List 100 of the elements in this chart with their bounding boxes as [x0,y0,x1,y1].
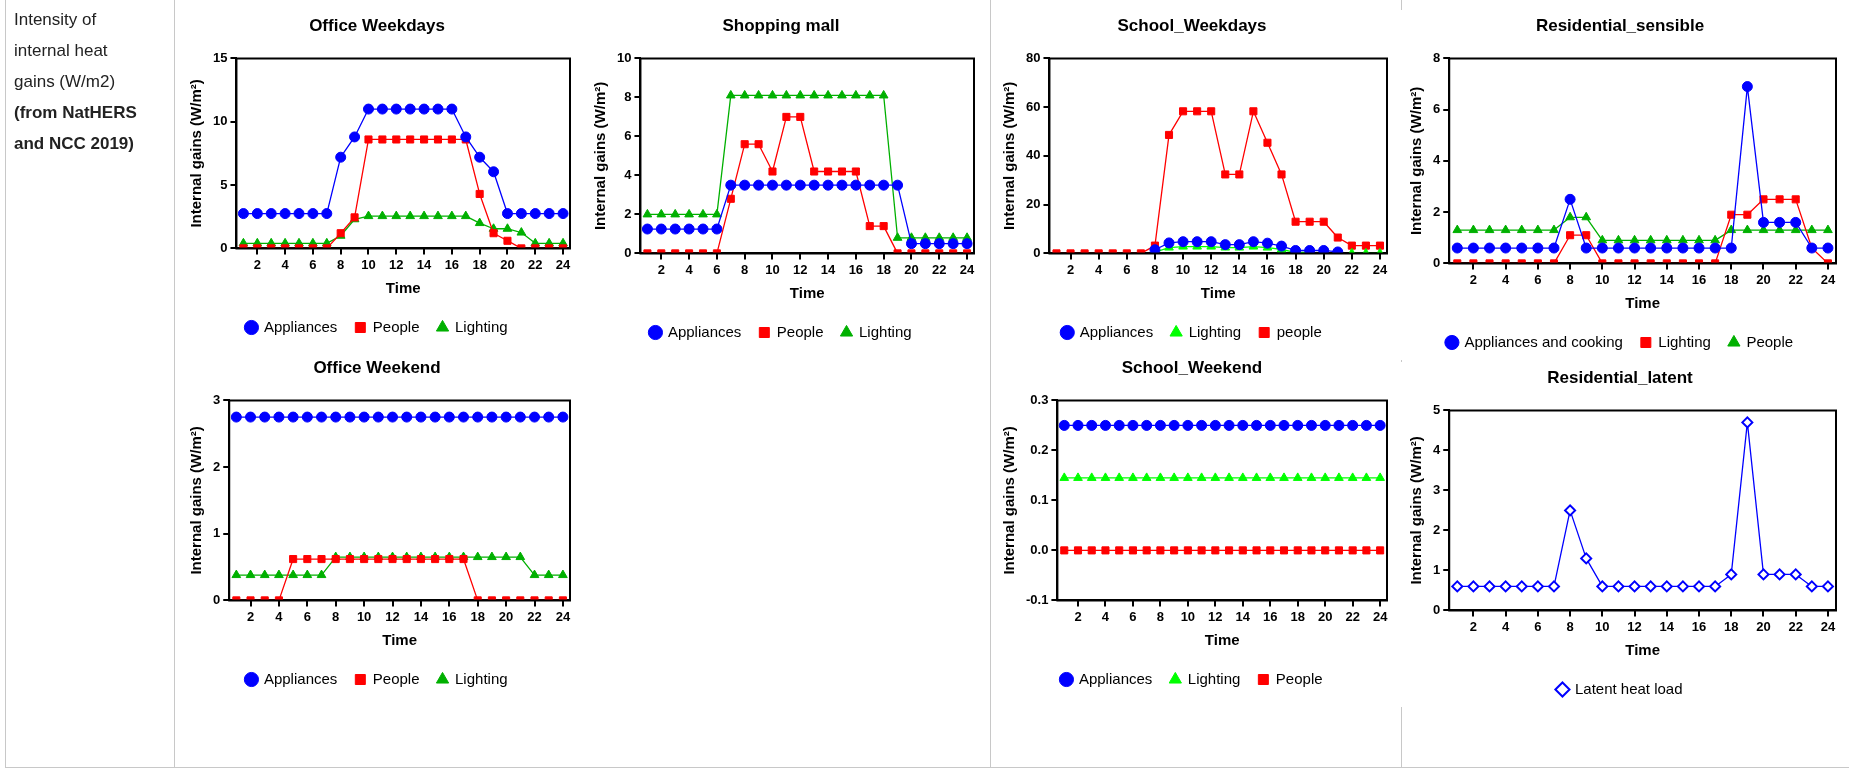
x-tick-label: 18 [1724,618,1739,634]
x-tick-label: 8 [1566,618,1574,634]
x-tick-label: 20 [1756,618,1771,634]
x-tick-label: 14 [416,256,433,272]
x-tick-label: 10 [1595,271,1610,287]
x-tick-label: 20 [498,608,514,624]
x-tick-label: 22 [527,608,542,624]
legend-label: people [1276,322,1322,340]
y-tick-label: 6 [624,127,632,143]
x-tick-label: 2 [1469,618,1478,634]
y-tick-label: 2 [213,458,221,474]
x-tick-label: 10 [765,261,780,277]
legend-label: Appliances [1079,322,1154,340]
x-tick-label: 16 [1260,261,1275,277]
y-tick-label: 4 [624,166,633,182]
x-axis-title: Time [1625,641,1660,659]
legend-label: People [1275,669,1323,687]
y-tick-label: 8 [624,88,632,104]
x-tick-label: 8 [1151,261,1159,277]
x-tick-label: 22 [528,256,543,272]
y-tick-label: 0 [220,239,228,255]
y-tick-label: 5 [220,176,228,192]
legend-label: Lighting [1187,669,1241,687]
x-tick-label: 20 [904,261,919,277]
x-tick-label: 2 [1066,261,1075,277]
y-tick-label: 4 [1433,441,1441,457]
x-tick-label: 16 [444,256,460,272]
x-tick-label: 12 [1208,608,1223,624]
x-tick-label: 12 [1203,261,1219,277]
legend-label: Lighting [859,322,912,340]
y-tick-label: 0 [1033,244,1041,260]
x-tick-label: 24 [555,256,572,272]
x-tick-label: 10 [1175,261,1191,277]
y-tick-label: 15 [212,49,228,65]
x-tick-label: 22 [1788,271,1803,287]
y-tick-label: 5 [1433,401,1441,417]
x-axis-title: Time [1200,284,1236,302]
x-tick-label: 18 [1290,608,1305,624]
chart-title: Shopping mall [722,15,840,35]
x-tick-label: 24 [1372,261,1388,277]
y-tick-label: 1 [1433,561,1441,577]
y-tick-label: 10 [212,113,228,129]
x-tick-label: 8 [332,608,340,624]
x-tick-label: 10 [1180,608,1196,624]
x-tick-label: 16 [442,608,457,624]
x-tick-label: 4 [685,261,694,277]
y-tick-label: 2 [624,205,632,221]
x-tick-label: 24 [1820,271,1836,287]
y-tick-label: 80 [1025,49,1041,65]
y-tick-label: 0.2 [1030,441,1049,457]
x-tick-label: 4 [1095,261,1104,277]
x-tick-label: 22 [1345,608,1360,624]
legend-label: Appliances [263,317,338,335]
y-axis-title: Internal gains (W/m²) [1000,426,1018,575]
x-tick-label: 24 [1372,608,1389,624]
x-axis-title: Time [1204,631,1240,649]
y-tick-label: 0.1 [1030,491,1049,507]
x-axis-title: Time [382,631,417,649]
legend-label: People [372,669,420,687]
legend-label: People [776,322,824,340]
chart-title: Residential_latent [1547,367,1694,387]
x-tick-label: 14 [820,261,837,277]
x-tick-label: 6 [1534,618,1542,634]
x-tick-label: 12 [1627,618,1642,634]
x-tick-label: 4 [1101,608,1110,624]
x-tick-label: 4 [281,256,290,272]
x-tick-label: 24 [555,608,571,624]
x-tick-label: 2 [1469,271,1478,287]
x-tick-label: 6 [303,608,311,624]
y-tick-label: -0.1 [1025,591,1049,607]
x-tick-label: 6 [309,256,317,272]
x-tick-label: 12 [793,261,808,277]
x-tick-label: 4 [275,608,284,624]
x-tick-label: 10 [1595,618,1610,634]
x-tick-label: 8 [1566,271,1574,287]
x-tick-label: 24 [1820,618,1836,634]
x-tick-label: 16 [1691,271,1707,287]
chart-title: School_Weekdays [1117,15,1267,35]
y-axis-title: Internal gains (W/m²) [187,426,205,575]
x-axis-title: Time [385,279,421,297]
x-tick-label: 20 [500,256,515,272]
x-axis-title: Time [1625,294,1660,312]
x-axis-title: Time [789,284,825,302]
x-tick-label: 2 [253,256,261,272]
x-tick-label: 18 [470,608,485,624]
x-tick-label: 10 [356,608,372,624]
y-tick-label: 3 [1433,481,1441,497]
x-tick-label: 18 [1724,271,1739,287]
y-tick-label: 0 [624,244,632,260]
legend-label: People [1746,332,1794,350]
x-tick-label: 24 [959,261,976,277]
x-tick-label: 2 [657,261,665,277]
x-tick-label: 12 [385,608,400,624]
x-tick-label: 8 [1156,608,1165,624]
x-tick-label: 6 [1129,608,1137,624]
y-tick-label: 0.0 [1030,541,1049,557]
legend-label: Lighting [455,317,508,335]
y-tick-label: 1 [213,525,221,541]
legend-label: Appliances [263,669,338,687]
x-tick-label: 4 [1502,618,1511,634]
